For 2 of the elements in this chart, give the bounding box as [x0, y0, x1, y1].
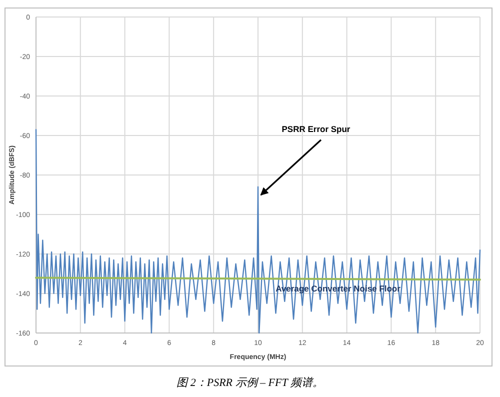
caption: 图 2：PSRR 示例 – FFT 频谱。 [176, 376, 324, 389]
annotation: PSRR Error Spur [282, 124, 351, 134]
